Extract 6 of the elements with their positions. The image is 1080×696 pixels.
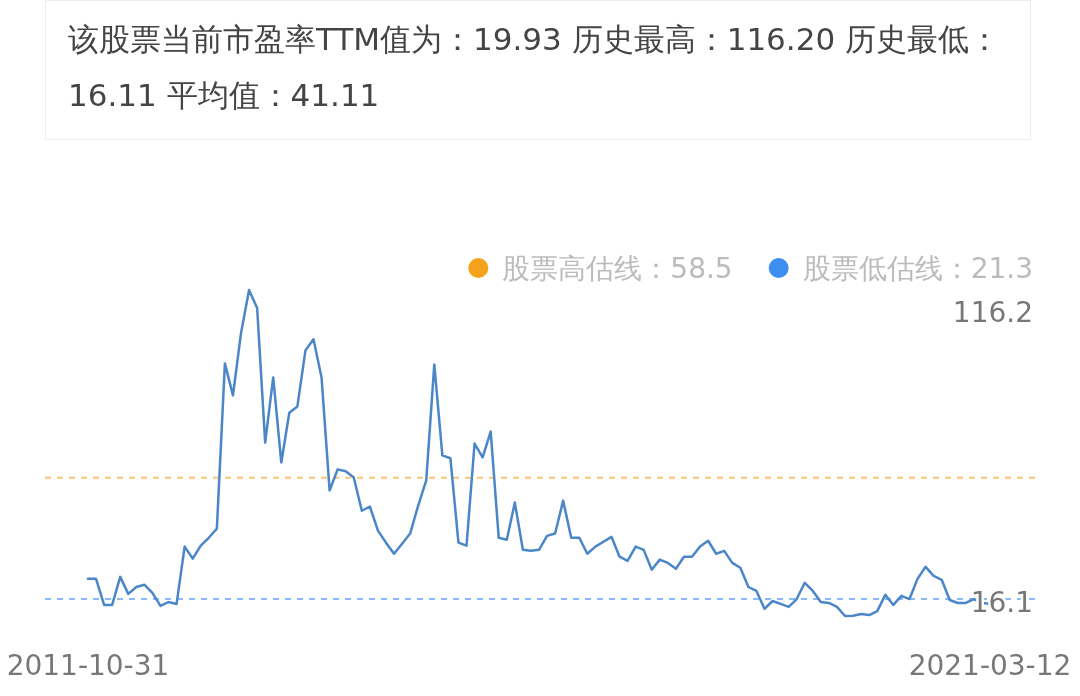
annotation: 116.2 (952, 296, 1033, 329)
x-tick: 2021-03-12 (908, 649, 1072, 682)
x-tick: 2011-10-31 (6, 649, 170, 682)
title: 该股票当前市盈率TTM值为：19.93 历史最高：116.20 历史最低：16.11 平均值：41.11 (45, 0, 1031, 140)
legend-label: 股票低估线：21.3 (802, 252, 1033, 285)
legend-label: 股票高估线：58.5 (502, 252, 733, 285)
